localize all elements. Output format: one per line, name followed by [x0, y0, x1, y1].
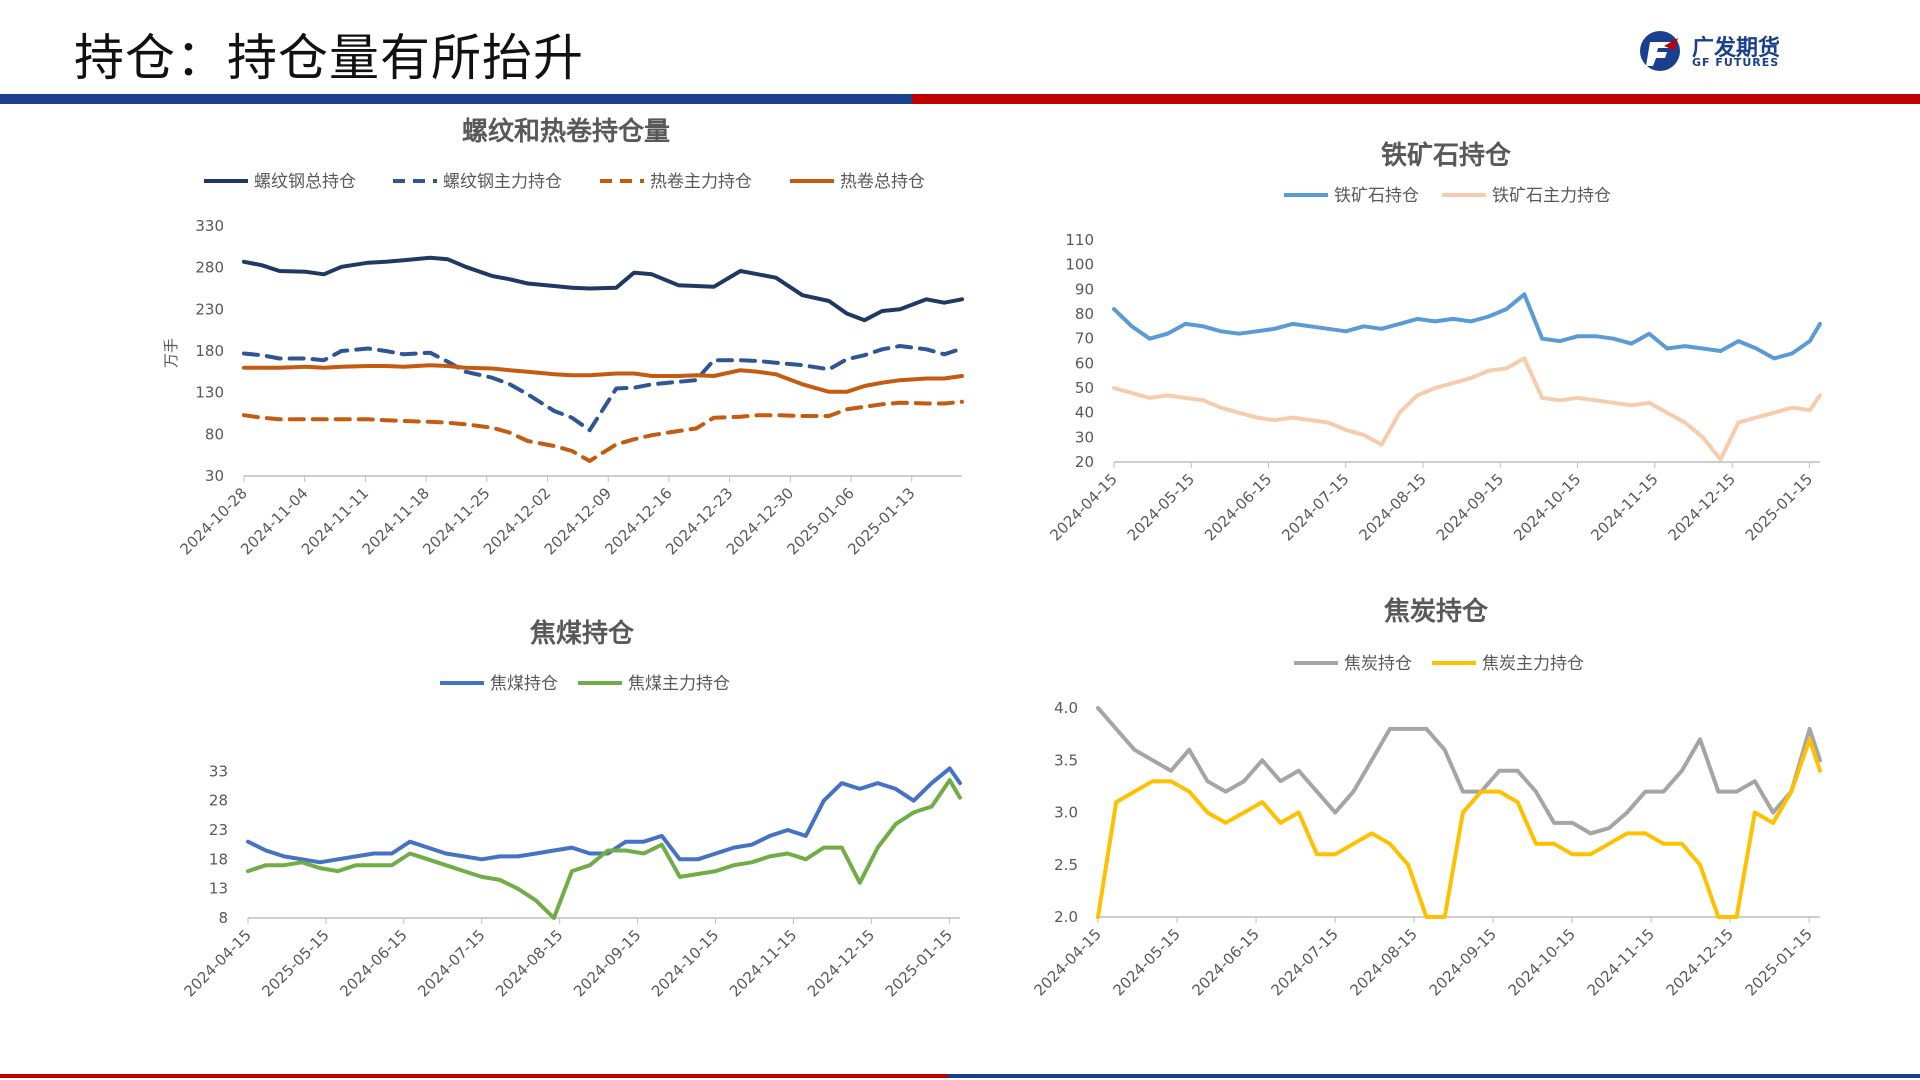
- chart-2-xtick-0: 2024-04-15: [180, 926, 254, 1000]
- chart-3-legend-label-1: 焦炭主力持仓: [1482, 654, 1584, 674]
- chart-0-legend-label-1: 螺纹钢主力持仓: [443, 172, 562, 192]
- brand-name-en: GF FUTURES: [1692, 56, 1780, 69]
- chart-2-series-1: [246, 778, 962, 920]
- chart-3-xtick-2: 2024-06-15: [1188, 925, 1262, 999]
- chart-1-ytick-0: 20: [1075, 453, 1094, 471]
- chart-3-ytick-4: 4.0: [1054, 699, 1078, 717]
- chart-1-xtick-8: 2024-12-15: [1665, 470, 1739, 544]
- chart-1-ytick-6: 80: [1075, 305, 1094, 323]
- chart-1-series-0: [1112, 292, 1822, 361]
- chart-1-ytick-7: 90: [1075, 280, 1094, 298]
- chart-2-xtick-3: 2024-07-15: [414, 926, 488, 1000]
- chart-1-xtick-3: 2024-07-15: [1278, 470, 1352, 544]
- chart-1-ytick-5: 70: [1075, 330, 1094, 348]
- chart-1-ytick-8: 100: [1065, 256, 1094, 274]
- chart-3-xtick-5: 2024-09-15: [1426, 925, 1500, 999]
- chart-0-legend-label-2: 热卷主力持仓: [650, 172, 752, 192]
- chart-0-ytick-2: 130: [195, 384, 224, 402]
- page-title: 持仓：持仓量有所抬升: [74, 29, 584, 87]
- chart-2-ytick-0: 8: [218, 909, 228, 927]
- chart-1-xtick-4: 2024-08-15: [1356, 470, 1430, 544]
- chart-2-legend-label-1: 焦煤主力持仓: [628, 674, 730, 694]
- chart-1-legend-label-1: 铁矿石主力持仓: [1492, 186, 1611, 206]
- footer-divider: [0, 1074, 1920, 1078]
- chart-1-legend-label-0: 铁矿石持仓: [1334, 186, 1419, 206]
- chart-2-xtick-1: 2025-05-15: [258, 926, 332, 1000]
- chart-0-ytick-1: 80: [205, 425, 224, 443]
- chart-3-series-0: [1096, 706, 1822, 836]
- chart-1-ytick-3: 50: [1075, 379, 1094, 397]
- chart-0-series-2: [242, 399, 964, 463]
- chart-1-title: 铁矿石持仓: [1381, 140, 1512, 171]
- chart-3-xtick-7: 2024-11-15: [1584, 925, 1658, 999]
- chart-1-xtick-0: 2024-04-15: [1046, 470, 1120, 544]
- chart-1-xtick-6: 2024-10-15: [1510, 470, 1584, 544]
- chart-1-xtick-1: 2024-05-15: [1124, 470, 1198, 544]
- chart-1-xtick-5: 2024-09-15: [1433, 470, 1507, 544]
- chart-2-legend-label-0: 焦煤持仓: [490, 674, 558, 694]
- chart-2-ytick-3: 23: [209, 821, 228, 839]
- chart-0-legend-label-3: 热卷总持仓: [840, 172, 925, 192]
- chart-0-title: 螺纹和热卷持仓量: [462, 116, 670, 147]
- chart-0-ytick-3: 180: [195, 342, 224, 360]
- chart-3-xtick-3: 2024-07-15: [1268, 925, 1342, 999]
- chart-1-ytick-4: 60: [1075, 354, 1094, 372]
- chart-1-ytick-2: 40: [1075, 404, 1094, 422]
- chart-2-xtick-9: 2025-01-15: [882, 926, 956, 1000]
- chart-0-ylabel: 万手: [162, 338, 180, 368]
- chart-2-xtick-7: 2024-11-15: [726, 926, 800, 1000]
- chart-0-series-1: [242, 344, 964, 433]
- chart-0-ytick-5: 280: [195, 259, 224, 277]
- chart-3-legend-label-0: 焦炭持仓: [1344, 654, 1412, 674]
- chart-0-legend-label-0: 螺纹钢总持仓: [254, 172, 356, 192]
- chart-1-ytick-1: 30: [1075, 428, 1094, 446]
- chart-2-ytick-2: 18: [209, 850, 228, 868]
- chart-1-xtick-2: 2024-06-15: [1201, 470, 1275, 544]
- chart-0-ytick-4: 230: [195, 300, 224, 318]
- chart-2-ytick-5: 33: [209, 762, 228, 780]
- chart-2-xtick-4: 2024-08-15: [492, 926, 566, 1000]
- brand-name-cn: 广发期货: [1692, 36, 1781, 61]
- chart-3-ytick-0: 2.0: [1054, 908, 1078, 926]
- chart-2-title: 焦煤持仓: [530, 618, 635, 649]
- chart-1-ytick-9: 110: [1065, 231, 1094, 249]
- chart-2-series-0: [246, 766, 962, 865]
- chart-3-series-1: [1096, 737, 1822, 919]
- chart-2-xtick-6: 2024-10-15: [648, 926, 722, 1000]
- chart-2-xtick-5: 2024-09-15: [570, 926, 644, 1000]
- chart-3-xtick-8: 2024-12-15: [1663, 925, 1737, 999]
- chart-1-xtick-7: 2024-11-15: [1587, 470, 1661, 544]
- gf-logo-icon: [1640, 31, 1680, 71]
- chart-0-series-0: [242, 255, 964, 323]
- chart-2-ytick-1: 13: [209, 880, 228, 898]
- chart-2-xtick-2: 2024-06-15: [336, 926, 410, 1000]
- chart-0-ytick-0: 30: [205, 467, 224, 485]
- header-divider: [0, 94, 1920, 107]
- chart-3-title: 焦炭持仓: [1384, 596, 1489, 627]
- chart-3-xtick-6: 2024-10-15: [1505, 925, 1579, 999]
- chart-2-xtick-8: 2024-12-15: [804, 926, 878, 1000]
- chart-0-series-3: [242, 363, 964, 394]
- chart-0-ytick-6: 330: [195, 217, 224, 235]
- chart-3-xtick-4: 2024-08-15: [1347, 925, 1421, 999]
- chart-2-ytick-4: 28: [209, 792, 228, 810]
- chart-1-xtick-9: 2025-01-15: [1742, 470, 1816, 544]
- chart-3-xtick-0: 2024-04-15: [1030, 925, 1104, 999]
- chart-3-xtick-9: 2025-01-15: [1742, 925, 1816, 999]
- chart-1-series-1: [1112, 356, 1822, 462]
- chart-3-ytick-1: 2.5: [1054, 856, 1078, 874]
- chart-3-ytick-2: 3.0: [1054, 804, 1078, 822]
- chart-3-xtick-1: 2024-05-15: [1109, 925, 1183, 999]
- chart-3-ytick-3: 3.5: [1054, 751, 1078, 769]
- brand-logo: 广发期货 GF FUTURES: [1638, 28, 1788, 74]
